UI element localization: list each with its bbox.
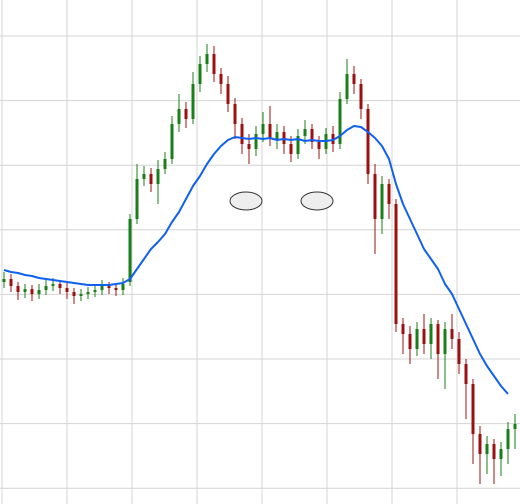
candle-body — [128, 219, 132, 282]
candle-body — [156, 169, 160, 184]
candle-body — [436, 324, 440, 354]
candle-body — [366, 109, 370, 174]
candle-body — [471, 384, 475, 434]
candle-body — [506, 429, 510, 449]
candle-body — [450, 329, 454, 339]
candle-body — [170, 124, 174, 159]
candle-body — [37, 290, 41, 294]
candle-body — [142, 174, 146, 179]
candle-body — [149, 174, 153, 184]
candle-body — [457, 339, 461, 364]
candle-body — [352, 74, 356, 84]
candle-body — [163, 159, 167, 169]
candle-body — [30, 289, 34, 294]
candle-body — [58, 284, 62, 288]
candle-body — [44, 286, 48, 290]
candle-body — [233, 104, 237, 124]
candle-body — [289, 144, 293, 154]
candle-body — [135, 179, 139, 219]
candle-body — [65, 288, 69, 292]
candle-body — [303, 129, 307, 136]
candle-body — [93, 290, 97, 292]
candle-body — [261, 124, 265, 134]
candle-body — [387, 184, 391, 204]
candle-body — [121, 284, 125, 290]
candle-body — [478, 434, 482, 454]
candle-body — [254, 134, 258, 149]
candle-body — [177, 109, 181, 124]
candle-body — [107, 286, 111, 288]
candle-body — [513, 424, 517, 429]
candle-body — [240, 124, 244, 144]
candle-body — [205, 54, 209, 64]
moving-average-line — [3, 125, 509, 395]
candle-body — [373, 174, 377, 219]
candle-body — [2, 279, 6, 282]
candle-body — [310, 129, 314, 142]
candle-body — [247, 144, 251, 149]
candle-body — [282, 132, 286, 144]
candle-body — [9, 279, 13, 286]
annotation-ellipse — [300, 191, 334, 211]
candle-body — [492, 444, 496, 459]
candle-body — [338, 99, 342, 144]
annotation-ellipse — [229, 191, 263, 211]
plot-area — [2, 44, 517, 484]
candle-body — [408, 334, 412, 349]
candle-body — [422, 329, 426, 344]
candle-body — [296, 136, 300, 154]
candle-body — [23, 289, 27, 292]
candle-body — [345, 74, 349, 99]
candle-body — [184, 109, 188, 119]
candle-body — [415, 329, 419, 349]
candle-body — [51, 284, 55, 286]
candle-body — [198, 64, 202, 84]
candle-body — [499, 449, 503, 459]
candle-body — [429, 324, 433, 344]
candle-body — [72, 292, 76, 296]
candle-body — [394, 204, 398, 324]
candle-body — [100, 286, 104, 290]
candle-body — [275, 132, 279, 139]
candle-body — [212, 54, 216, 74]
candle-body — [219, 74, 223, 84]
candle-body — [16, 286, 20, 292]
candle-body — [464, 364, 468, 384]
candle-body — [380, 184, 384, 219]
candle-body — [268, 124, 272, 139]
candle-body — [79, 294, 83, 296]
candle-body — [443, 329, 447, 354]
candle-body — [226, 84, 230, 104]
candle-body — [485, 444, 489, 454]
candle-body — [86, 292, 90, 294]
candle-body — [401, 324, 405, 334]
candle-body — [317, 142, 321, 149]
candle-body — [359, 84, 363, 109]
candle-body — [114, 288, 118, 290]
candle-body — [191, 84, 195, 119]
